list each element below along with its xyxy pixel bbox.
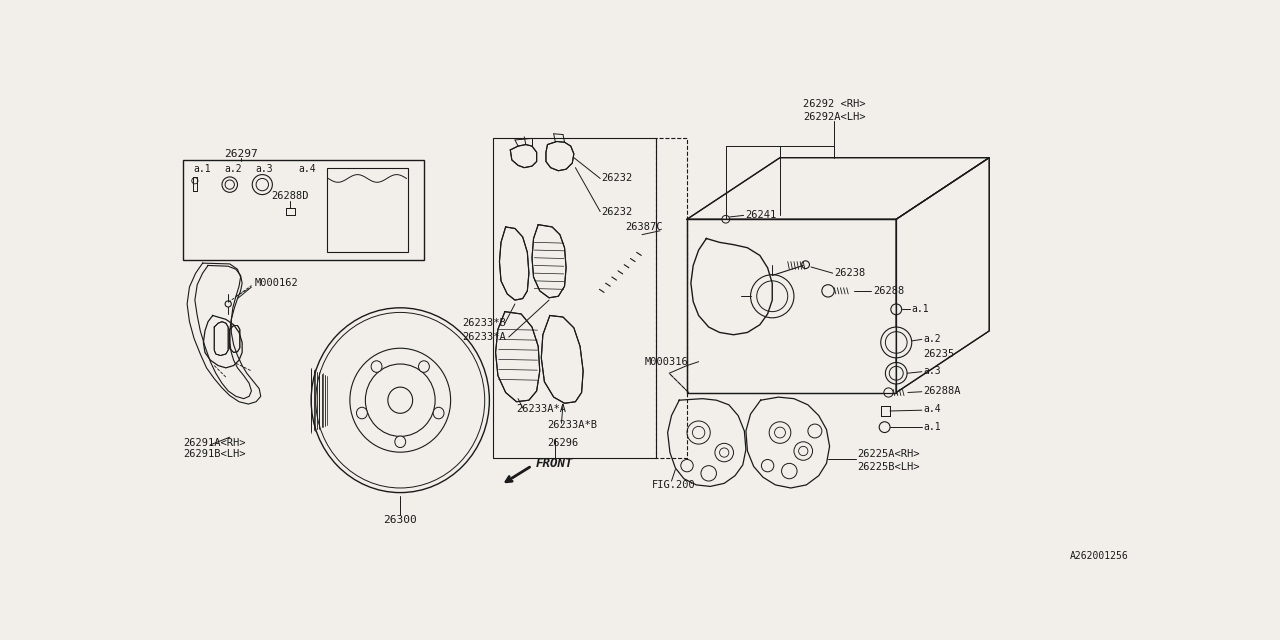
Text: a.2: a.2 [225,164,242,174]
Text: 26291A<RH>: 26291A<RH> [183,438,246,447]
Polygon shape [229,326,239,353]
Ellipse shape [357,407,367,419]
Ellipse shape [394,436,406,447]
Text: 26291B<LH>: 26291B<LH> [183,449,246,459]
Text: a.1: a.1 [193,164,211,174]
Polygon shape [687,157,989,220]
Text: 26288: 26288 [873,286,904,296]
Text: 26300: 26300 [384,515,417,525]
Text: a.4: a.4 [298,164,316,174]
Circle shape [886,332,908,353]
Text: FRONT: FRONT [536,457,573,470]
Circle shape [794,442,813,460]
Ellipse shape [365,364,435,436]
Circle shape [891,304,901,315]
Circle shape [884,388,893,397]
Circle shape [769,422,791,444]
Text: 26233A*B: 26233A*B [548,420,598,430]
Circle shape [681,460,694,472]
Circle shape [687,421,710,444]
Circle shape [801,261,809,269]
Ellipse shape [419,361,429,372]
Text: 26225A<RH>: 26225A<RH> [858,449,920,459]
Text: 26233*B: 26233*B [462,318,506,328]
Text: a.1: a.1 [911,305,929,314]
Circle shape [722,216,730,223]
Text: a.1: a.1 [923,422,941,432]
Polygon shape [896,157,989,392]
Ellipse shape [316,312,485,488]
Polygon shape [285,208,294,216]
Circle shape [225,301,232,307]
Text: 26235: 26235 [923,349,955,359]
Text: M000316: M000316 [644,356,689,367]
Text: a.2: a.2 [923,333,941,344]
Text: 26233A*A: 26233A*A [517,404,567,415]
Text: 26238: 26238 [835,268,865,278]
Text: 26288D: 26288D [271,191,308,201]
Polygon shape [881,406,890,415]
Ellipse shape [388,387,412,413]
Circle shape [808,424,822,438]
Circle shape [886,362,908,384]
Circle shape [716,444,733,462]
Text: FIG.200: FIG.200 [652,480,696,490]
Text: 26241: 26241 [745,211,777,220]
Circle shape [701,466,717,481]
Polygon shape [687,220,896,392]
Text: 26292A<LH>: 26292A<LH> [804,112,865,122]
Circle shape [756,281,787,312]
Polygon shape [532,225,566,298]
Polygon shape [511,145,536,168]
Circle shape [762,460,774,472]
Bar [493,138,657,458]
Ellipse shape [433,407,444,419]
Circle shape [879,422,890,433]
Circle shape [782,463,797,479]
Text: 26297: 26297 [224,148,259,159]
Text: 26232: 26232 [602,173,634,184]
Text: M000162: M000162 [255,278,298,288]
Text: 26232: 26232 [602,207,634,216]
Polygon shape [499,227,529,300]
Ellipse shape [349,348,451,452]
Ellipse shape [371,361,381,372]
Text: 26387C: 26387C [625,222,663,232]
Polygon shape [214,322,228,356]
Circle shape [890,366,904,380]
Polygon shape [541,316,584,403]
Circle shape [750,275,794,318]
Text: a.3: a.3 [256,164,274,174]
Circle shape [822,285,835,297]
Bar [326,168,408,252]
Circle shape [881,327,911,358]
Text: 26292 <RH>: 26292 <RH> [804,99,865,109]
Polygon shape [547,141,573,171]
Text: 26225B<LH>: 26225B<LH> [858,462,920,472]
Text: 26296: 26296 [548,438,579,447]
Bar [183,160,424,260]
Text: a.4: a.4 [923,404,941,415]
Polygon shape [495,312,540,402]
Text: 26288A: 26288A [923,386,961,396]
Text: 26233*A: 26233*A [462,332,506,342]
Ellipse shape [311,308,489,493]
Text: a.3: a.3 [923,366,941,376]
Text: A262001256: A262001256 [1070,551,1129,561]
